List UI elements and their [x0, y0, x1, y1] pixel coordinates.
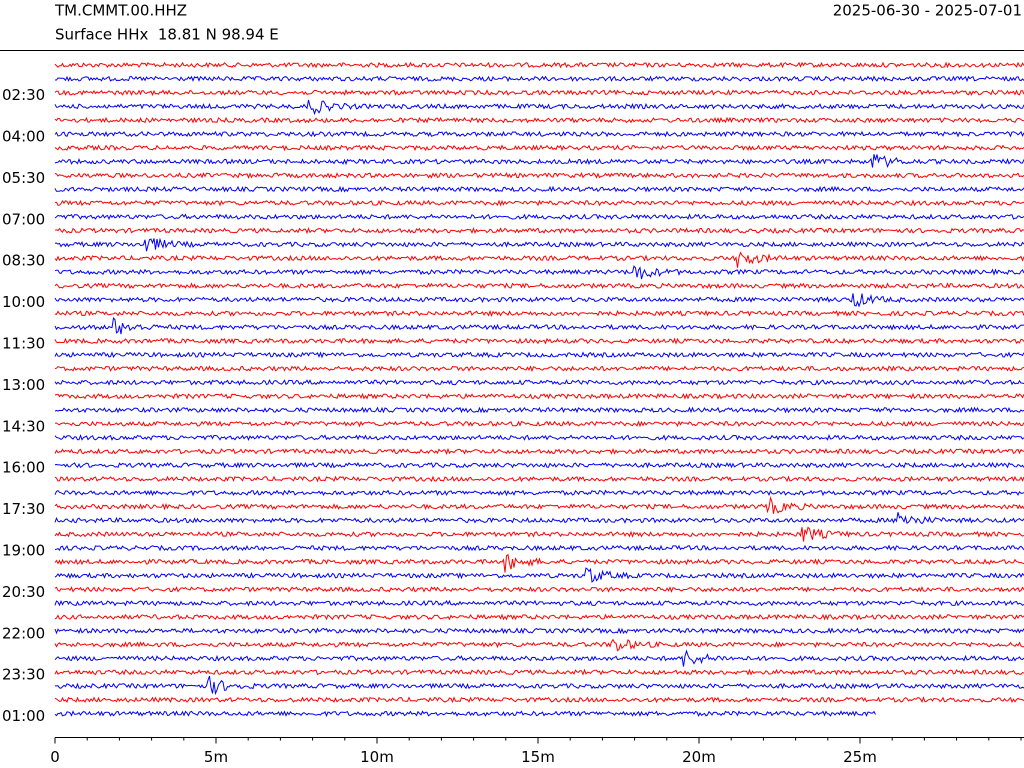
trace — [54, 512, 1024, 525]
trace — [54, 227, 1024, 235]
x-tick-label: 5m — [204, 748, 228, 766]
trace — [54, 489, 1024, 497]
trace — [54, 154, 1024, 169]
trace — [54, 237, 1024, 252]
trace — [54, 526, 1024, 542]
chart-title: TM.CMMT.00.HHZ — [54, 2, 187, 20]
trace — [54, 567, 1024, 583]
trace — [55, 675, 1024, 696]
x-tick-label: 10m — [360, 748, 394, 766]
trace — [54, 420, 1024, 428]
trace — [54, 638, 1024, 652]
trace — [54, 89, 1024, 97]
trace — [54, 475, 1024, 483]
y-tick-label: 20:30 — [2, 583, 45, 601]
trace — [54, 627, 1024, 635]
y-tick-label: 08:30 — [2, 252, 45, 270]
y-tick-label: 07:00 — [2, 210, 45, 228]
trace — [54, 199, 1024, 207]
trace — [54, 696, 1024, 704]
trace — [54, 293, 1024, 308]
y-tick-label: 11:30 — [2, 335, 45, 353]
y-tick-label: 14:30 — [2, 417, 45, 435]
trace — [54, 365, 1024, 373]
trace — [54, 613, 1024, 621]
trace — [54, 406, 1024, 414]
x-tick-label: 0 — [50, 748, 60, 766]
trace — [54, 599, 1024, 607]
trace — [55, 75, 1024, 83]
y-tick-label: 19:00 — [2, 542, 45, 560]
y-tick-label: 10:00 — [2, 293, 45, 311]
trace — [54, 495, 1024, 514]
y-tick-label: 04:00 — [2, 128, 45, 146]
trace — [54, 710, 876, 718]
trace — [54, 317, 1024, 335]
trace — [54, 116, 1024, 124]
trace — [54, 586, 1024, 593]
trace — [54, 99, 1024, 116]
trace — [54, 144, 1024, 152]
trace — [54, 668, 1024, 676]
y-tick-label: 16:00 — [2, 459, 45, 477]
y-tick-label: 02:30 — [2, 86, 45, 104]
trace — [54, 378, 1024, 386]
y-tick-label: 05:30 — [2, 169, 45, 187]
trace — [54, 649, 1024, 667]
y-tick-label: 01:00 — [2, 707, 45, 725]
trace — [54, 553, 1024, 573]
trace — [54, 282, 1024, 290]
x-tick-label: 25m — [843, 748, 877, 766]
x-tick-label: 15m — [521, 748, 555, 766]
y-tick-label: 17:30 — [2, 500, 45, 518]
x-tick-label: 20m — [682, 748, 716, 766]
trace — [54, 213, 1024, 221]
trace — [54, 461, 1024, 469]
trace — [54, 337, 1024, 345]
y-tick-label: 13:00 — [2, 376, 45, 394]
trace — [54, 185, 1024, 193]
trace — [54, 392, 1024, 400]
trace — [54, 309, 1024, 318]
y-tick-label: 23:30 — [2, 666, 45, 684]
trace — [54, 544, 1024, 552]
trace — [54, 172, 1024, 179]
trace — [54, 251, 1024, 268]
trace — [54, 447, 1024, 455]
trace — [54, 434, 1024, 441]
date-range: 2025-06-30 - 2025-07-01 — [833, 2, 1022, 20]
chart-subtitle: Surface HHx 18.81 N 98.94 E — [55, 26, 279, 44]
y-tick-label: 22:00 — [2, 624, 45, 642]
trace — [54, 265, 1024, 280]
trace — [54, 351, 1024, 359]
trace — [54, 130, 1024, 138]
trace — [54, 61, 1024, 69]
